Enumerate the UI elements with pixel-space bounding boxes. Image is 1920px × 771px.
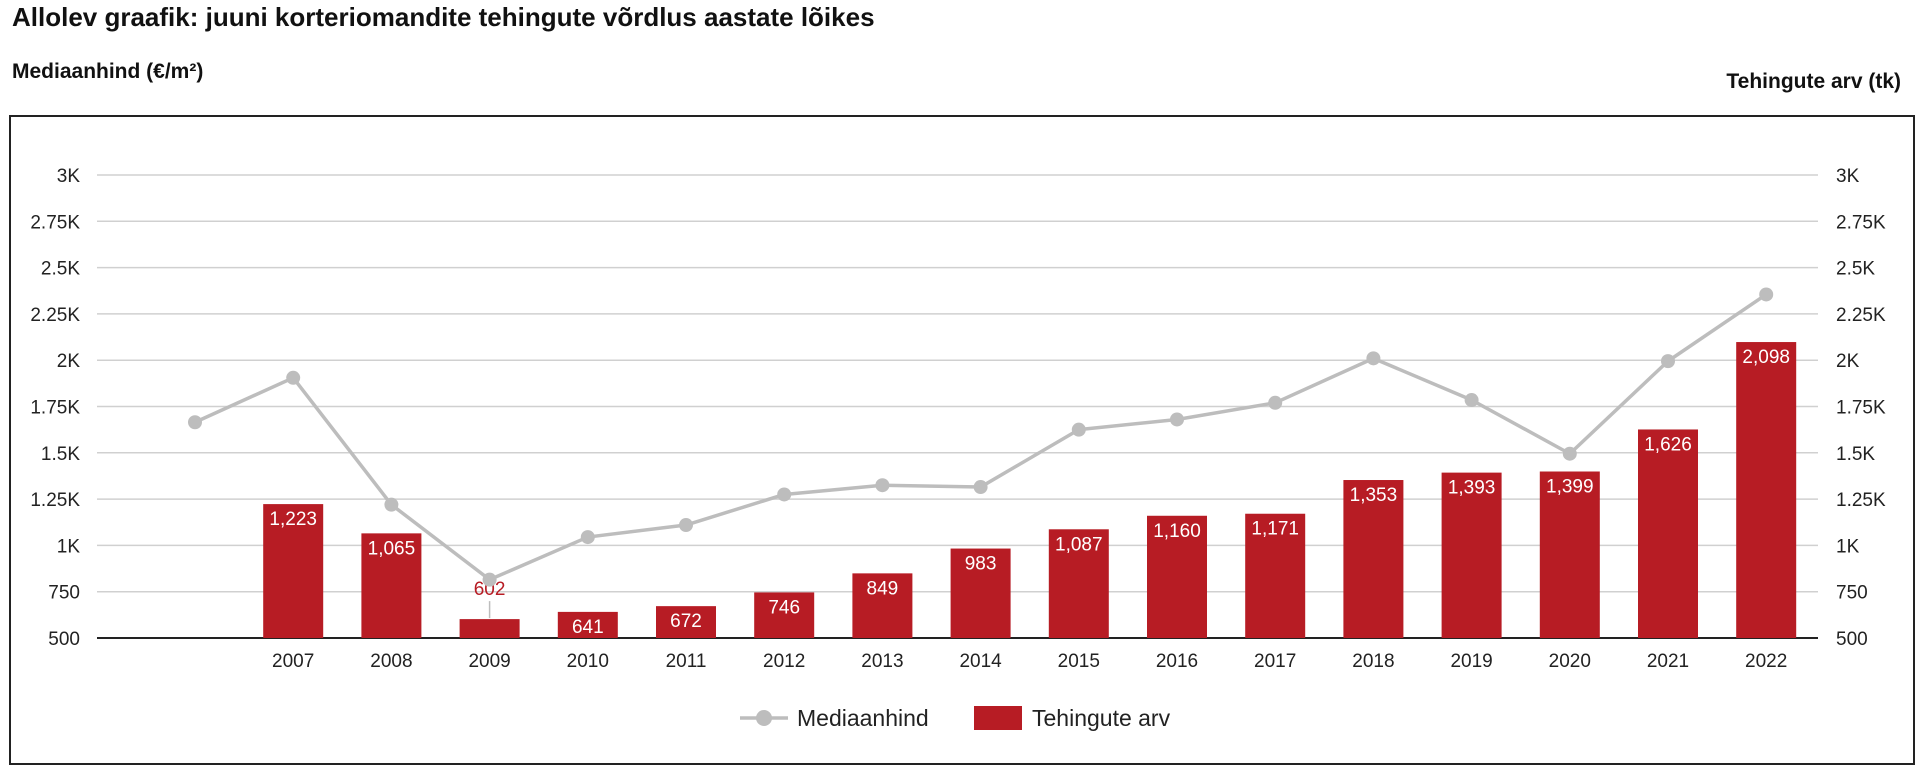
x-tick-label: 2011 [666,651,707,672]
bar-value-label: 983 [965,554,997,575]
chart-title: Allolev graafik: juuni korteriomandite t… [12,2,875,32]
bar-value-label: 1,223 [269,509,317,530]
bar [1245,513,1306,638]
line-point [1170,412,1184,427]
y-tick-label-left: 1.25K [30,490,80,511]
x-tick-label: 2010 [567,651,609,672]
line-point [1268,395,1283,410]
line-point [973,480,988,495]
left-axis-title: Mediaanhind (€/m²) [12,60,204,83]
y-tick-label-left: 500 [48,629,80,650]
bar [950,548,1011,638]
bar-value-label: 1,087 [1055,534,1103,555]
line-point [1071,422,1086,437]
bar-value-label: 1,171 [1251,519,1299,540]
bar-value-label: 641 [572,617,604,638]
legend-bar-swatch [974,706,1022,730]
line-point [1661,354,1675,369]
line-point [384,497,399,512]
x-tick-label: 2014 [959,651,1002,672]
x-tick-label: 2022 [1745,651,1787,672]
bar-value-label: 1,353 [1350,485,1398,506]
legend-line-marker [756,710,772,726]
bar-value-label: 1,399 [1546,477,1594,498]
line-point [286,370,301,385]
bar [656,606,716,638]
line-point [482,572,497,587]
y-tick-label-left: 1.75K [30,398,80,419]
bar [459,619,520,638]
line-point [1562,446,1577,461]
bar [1343,480,1404,638]
right-axis-title: Tehingute arv (tk) [1726,70,1901,93]
bar-value-label: 602 [474,579,506,600]
legend-label-tehingute-arv: Tehingute arv [1032,705,1171,731]
y-tick-label-left: 2.25K [30,305,80,326]
x-tick-label: 2018 [1352,651,1394,672]
bar [852,573,913,638]
bar [1638,429,1698,638]
y-tick-label-right: 2K [1836,351,1860,372]
y-tick-label-right: 2.75K [1836,212,1886,233]
y-tick-label-left: 1K [57,536,81,557]
line-point [777,487,792,502]
x-tick-label: 2015 [1058,651,1100,672]
line-point [188,415,202,430]
x-tick-label: 2019 [1450,651,1492,672]
y-tick-label-left: 2K [57,351,81,372]
y-tick-label-right: 2.25K [1836,305,1886,326]
y-tick-label-left: 3K [57,166,81,187]
bar-value-label: 1,065 [368,538,416,559]
x-tick-label: 2008 [370,651,412,672]
bar [361,533,422,638]
bar [263,504,324,638]
y-tick-label-left: 1.5K [41,444,80,465]
bar-value-label: 2,098 [1742,347,1790,368]
chart-frame [9,115,1915,765]
bar [557,611,618,638]
x-tick-label: 2021 [1647,651,1689,672]
x-tick-label: 2020 [1549,651,1591,672]
y-tick-label-left: 2.5K [41,259,80,280]
line-point [1759,287,1774,302]
line-point [679,518,693,533]
bar [1441,472,1502,638]
bar [1147,515,1207,638]
bar-value-label: 1,393 [1448,478,1496,499]
bar-value-label: 672 [670,611,702,632]
bar-value-label: 1,626 [1644,434,1692,455]
line-series-mediaanhind [194,293,1768,582]
x-tick-label: 2007 [272,651,314,672]
x-tick-label: 2016 [1156,651,1198,672]
y-tick-label-right: 1.75K [1836,398,1886,419]
bar [1048,529,1109,638]
y-tick-label-right: 500 [1836,629,1868,650]
y-tick-label-right: 3K [1836,166,1860,187]
y-tick-label-right: 1K [1836,536,1860,557]
x-tick-label: 2017 [1254,651,1296,672]
bar-value-label: 746 [768,597,800,618]
line-point [875,478,890,493]
bar-value-label: 1,160 [1153,521,1201,542]
bar-value-label: 849 [867,578,899,599]
bar [754,592,815,638]
y-tick-label-right: 750 [1836,583,1868,604]
y-tick-label-right: 2.5K [1836,259,1875,280]
x-tick-label: 2009 [468,651,510,672]
bar [1736,342,1797,638]
line-point [1366,351,1381,366]
y-tick-label-right: 1.5K [1836,444,1875,465]
y-tick-label-left: 2.75K [30,212,80,233]
y-tick-label-left: 750 [48,583,80,604]
x-tick-label: 2013 [861,651,903,672]
legend-label-mediaanhind: Mediaanhind [797,705,929,731]
x-tick-label: 2012 [763,651,805,672]
line-point [580,530,595,545]
y-tick-label-right: 1.25K [1836,490,1886,511]
bar [1539,471,1600,638]
line-point [1464,393,1479,408]
